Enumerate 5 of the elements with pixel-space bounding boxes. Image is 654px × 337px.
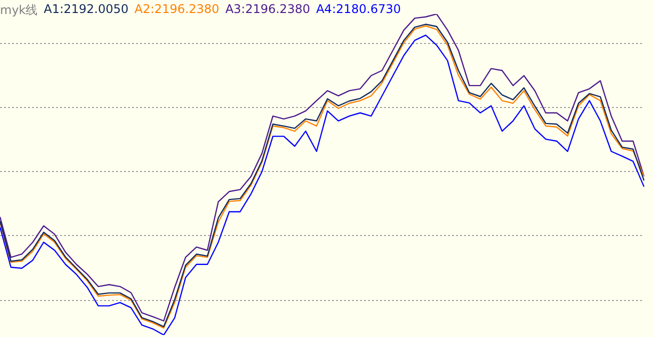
- text: A2:2196.2380: [134, 2, 220, 18]
- text: A3:2196.2380: [225, 2, 310, 18]
- chart-title: myk线: [0, 2, 38, 19]
- text: A4:2180.6730: [316, 2, 401, 18]
- text: A1:2192.0050: [44, 2, 129, 18]
